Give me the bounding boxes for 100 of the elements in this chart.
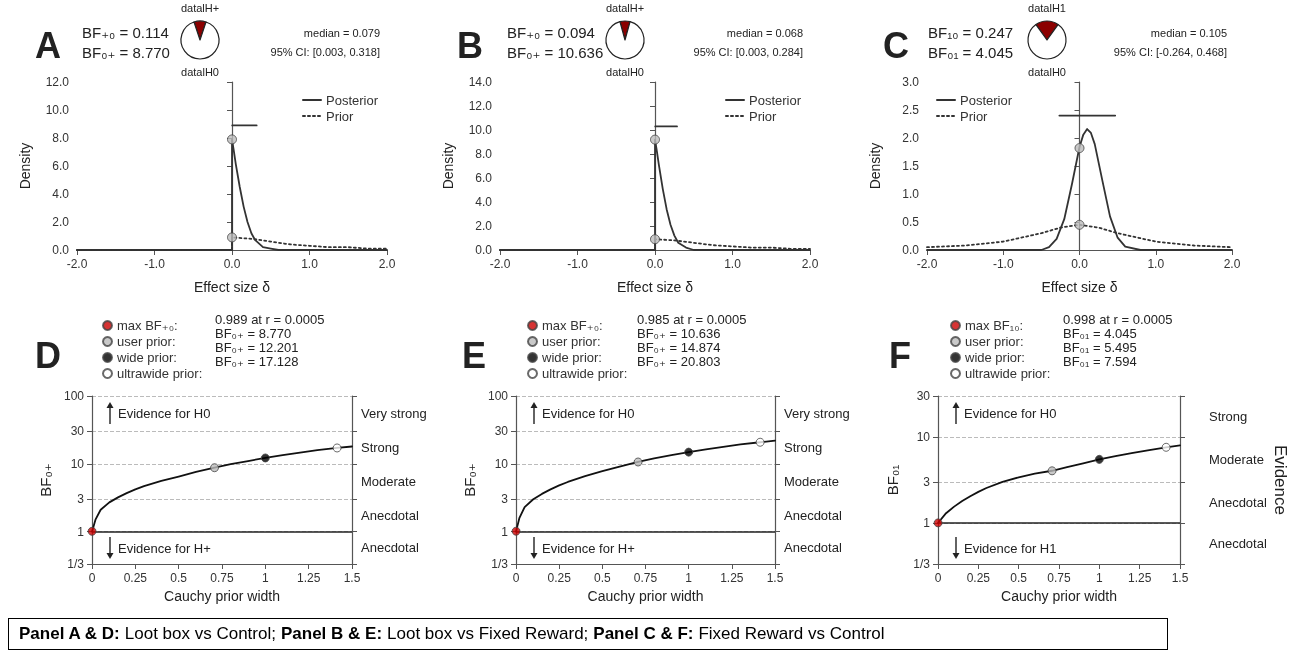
y-tick-label: 3 — [501, 492, 509, 507]
text: 0.989 at r = 0.0005 — [215, 311, 325, 327]
y-tick-label: 100 — [63, 389, 85, 403]
y-tick-label: 0.0 — [902, 243, 920, 257]
annotation: Evidence for H0 — [118, 405, 211, 421]
x-tick-label: 0.75 — [210, 571, 234, 585]
y-axis-title: Density — [17, 142, 33, 190]
y-tick-label: 2.0 — [902, 131, 920, 145]
legend-label: Posterior — [960, 92, 1013, 108]
y-axis-title: BF₀₊ — [461, 463, 479, 497]
x-tick-label: -2.0 — [489, 257, 511, 271]
y-tick-label: 0.0 — [52, 243, 70, 257]
y-tick-label: 30 — [70, 424, 85, 439]
text: BF₀₊ = 8.770 — [82, 43, 170, 61]
text: Loot box vs Fixed Reward; — [387, 624, 589, 643]
text: median = 0.068 — [726, 27, 803, 39]
text: BF₊₀ = 0.094 — [507, 23, 595, 41]
text: BF₀₁ = 4.045 — [928, 43, 1014, 61]
x-tick-label: 1 — [261, 571, 269, 585]
text: Moderate — [361, 474, 416, 490]
x-axis-title: Cauchy prior width — [587, 587, 704, 604]
x-tick-label: 1.0 — [301, 257, 319, 271]
x-tick-label: 0.75 — [633, 571, 658, 585]
point — [684, 447, 694, 457]
text: Anecdotal — [1209, 494, 1267, 510]
legend-label: wide prior: — [116, 350, 177, 365]
y-tick-label: 12.0 — [468, 99, 493, 113]
x-tick-label: 0.25 — [123, 571, 148, 585]
x-tick-label: 0 — [512, 571, 520, 585]
x-tick-label: 2.0 — [801, 257, 819, 271]
text: Anecdotal — [1209, 535, 1267, 551]
text: median = 0.079 — [303, 27, 380, 39]
legend-label: Prior — [748, 108, 778, 124]
text: Strong — [1209, 409, 1248, 425]
legend-label: user prior: — [542, 334, 601, 349]
point — [633, 457, 643, 467]
x-tick-label: 1.25 — [296, 571, 321, 585]
text: BF₀₁ = 5.495 — [1063, 339, 1137, 355]
slice-label: datalH0 — [181, 66, 219, 78]
x-tick-label: 0.5 — [170, 571, 188, 585]
text: 95% CI: [0.003, 0.318] — [270, 46, 380, 58]
x-tick-label: 0.75 — [1047, 571, 1071, 585]
x-tick-label: -1.0 — [567, 257, 589, 271]
x-tick-label: 2.0 — [1223, 257, 1241, 271]
legend-label: ultrawide prior: — [117, 366, 203, 381]
text: Very strong — [361, 406, 427, 422]
y-tick-label: 1.0 — [902, 187, 920, 201]
legend-label: ultrawide prior: — [542, 366, 628, 381]
y-tick-label: 3.0 — [902, 75, 920, 89]
text: BF₀₊ = 14.874 — [637, 339, 721, 355]
x-tick-label: 0 — [934, 571, 942, 585]
x-axis-title: Effect size δ — [616, 279, 694, 295]
y-axis-title: Density — [440, 142, 456, 190]
chart-title: D — [35, 334, 61, 376]
text: Anecdotal — [784, 540, 842, 556]
y-axis-title: Density — [867, 142, 883, 190]
x-axis-title: Effect size δ — [1041, 279, 1118, 295]
text: Panel B & E: — [280, 624, 383, 643]
chart-title: F — [889, 334, 911, 376]
y-tick-label: 8.0 — [475, 147, 493, 161]
text: BF₀₊ = 12.201 — [215, 339, 299, 355]
chart-title: B — [457, 24, 483, 66]
text: Moderate — [1209, 451, 1264, 467]
legend-label: ultrawide prior: — [965, 366, 1051, 381]
y-tick-label: 1 — [923, 515, 931, 530]
y-tick-label: 30 — [916, 389, 931, 403]
text: 95% CI: [-0.264, 0.468] — [1113, 46, 1227, 58]
y-tick-label: 14.0 — [468, 75, 493, 89]
point — [1094, 454, 1104, 464]
text: 0.998 at r = 0.0005 — [1063, 311, 1173, 327]
chart-title: C — [883, 24, 909, 66]
legend-label: user prior: — [965, 334, 1024, 349]
x-tick-label: 1.5 — [766, 571, 784, 585]
text: BF₀₊ = 8.770 — [215, 325, 292, 341]
text: BF₀₁ = 7.594 — [1063, 353, 1137, 369]
point — [332, 443, 342, 453]
legend-label: Posterior — [748, 92, 802, 108]
annotation: Evidence for H1 — [964, 540, 1057, 556]
text: BF₁₀ = 0.247 — [928, 23, 1014, 41]
annotation: Evidence for H+ — [542, 540, 635, 556]
y-tick-label: 100 — [487, 389, 509, 403]
point — [260, 453, 270, 463]
text: BF₀₁ = 4.045 — [1063, 325, 1137, 341]
x-tick-label: 2.0 — [378, 257, 396, 271]
y-tick-label: 0.0 — [475, 243, 493, 257]
legend-label: Posterior — [325, 92, 379, 108]
legend-label: wide prior: — [541, 350, 602, 365]
text: Moderate — [784, 474, 839, 490]
x-tick-label: 0.0 — [646, 257, 664, 271]
x-tick-label: 1.25 — [1127, 571, 1152, 585]
y-tick-label: 10 — [70, 456, 85, 471]
y-tick-label: 1/3 — [491, 557, 509, 571]
text: 95% CI: [0.003, 0.284] — [693, 46, 803, 58]
y-tick-label: 2.5 — [902, 103, 920, 117]
y-tick-label: 10.0 — [468, 123, 493, 137]
y-tick-label: 2.0 — [52, 215, 70, 229]
text: BF₀₊ = 10.636 — [637, 325, 721, 341]
point — [933, 518, 943, 528]
y-tick-label: 6.0 — [52, 159, 70, 173]
y-tick-label: 4.0 — [52, 187, 70, 201]
